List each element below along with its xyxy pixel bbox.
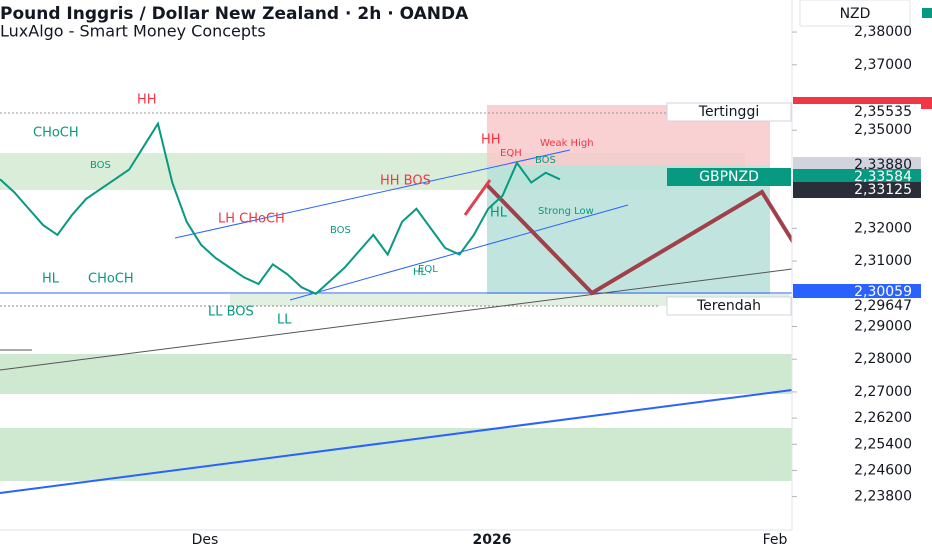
- annotation: BOS: [535, 155, 556, 166]
- chart-subtitle: LuxAlgo - Smart Money Concepts: [0, 22, 266, 41]
- annotation: EQH: [500, 148, 522, 159]
- y-tick-label: 2,28000: [854, 351, 912, 367]
- label-name: GBPNZD: [699, 169, 759, 185]
- status-dot: [922, 8, 932, 18]
- chart-title: Pound Inggris / Dollar New Zealand · 2h …: [0, 4, 469, 24]
- y-tick-label: 2,26200: [854, 410, 912, 426]
- currency: NZD: [840, 6, 871, 22]
- price-box: [793, 182, 921, 198]
- annotation: HL: [413, 267, 427, 278]
- annotation: Strong Low: [538, 206, 594, 217]
- price-box: [793, 169, 921, 185]
- y-tick-label: 2,37000: [854, 57, 912, 73]
- trend-line: [0, 389, 793, 494]
- y-tick-label: 2,31000: [854, 253, 912, 269]
- annotation: HL: [490, 206, 508, 221]
- annotation: CHoCH: [33, 126, 79, 141]
- label-name: Terendah: [696, 298, 761, 314]
- price-box: [793, 104, 921, 120]
- y-tick-label: 2,27000: [854, 384, 912, 400]
- annotation: Weak High: [540, 138, 594, 149]
- annotation: EQL: [418, 264, 438, 275]
- price-label: 2,35535: [854, 104, 912, 120]
- y-tick-label: 2,29000: [854, 319, 912, 335]
- price-label: 2,33584: [854, 169, 912, 185]
- label-box: [667, 168, 791, 186]
- channel-line: [289, 204, 629, 301]
- annotation: HH BOS: [380, 174, 431, 189]
- label-box: [666, 296, 792, 316]
- price-box: [793, 284, 921, 300]
- annotation: LL: [277, 313, 292, 328]
- annotation: LH CHoCH: [218, 212, 285, 227]
- annotation: HH: [137, 93, 157, 108]
- y-tick-label: 2,38000: [854, 24, 912, 40]
- x-tick-label: Feb: [763, 532, 788, 548]
- y-tick-label: 2,24600: [854, 462, 912, 478]
- price-label: 2,30059: [854, 284, 912, 300]
- trend-line: [0, 268, 793, 371]
- demand-zone: [0, 428, 792, 481]
- projection: [485, 183, 797, 296]
- y-tick-label: 2,23800: [854, 489, 912, 505]
- annotation: LL BOS: [208, 305, 254, 320]
- channel-line: [174, 149, 571, 239]
- annotation: BOS: [90, 160, 111, 171]
- price-line: [0, 121, 561, 295]
- annotation: HH: [481, 133, 501, 148]
- y-tick-label: 2,35000: [854, 122, 912, 138]
- label-box: [666, 102, 792, 122]
- projection: [463, 179, 492, 216]
- price-label: 2,29647: [854, 298, 912, 314]
- y-tick-label: 2,25400: [854, 436, 912, 452]
- y-tick-label: 2,32000: [854, 220, 912, 236]
- demand-zone: [0, 354, 792, 394]
- zone: [230, 294, 790, 306]
- x-tick-label: Des: [192, 532, 219, 548]
- currency-box: [799, 0, 911, 27]
- annotation: CHoCH: [88, 272, 134, 287]
- price-box: [793, 298, 921, 314]
- annotation: BOS: [330, 225, 351, 236]
- label-name: Tertinggi: [698, 104, 759, 120]
- price-label: 2,33125: [854, 182, 912, 198]
- x-tick-label: 2026: [473, 532, 512, 548]
- price-axis: [792, 0, 932, 550]
- annotation: HL: [42, 272, 60, 287]
